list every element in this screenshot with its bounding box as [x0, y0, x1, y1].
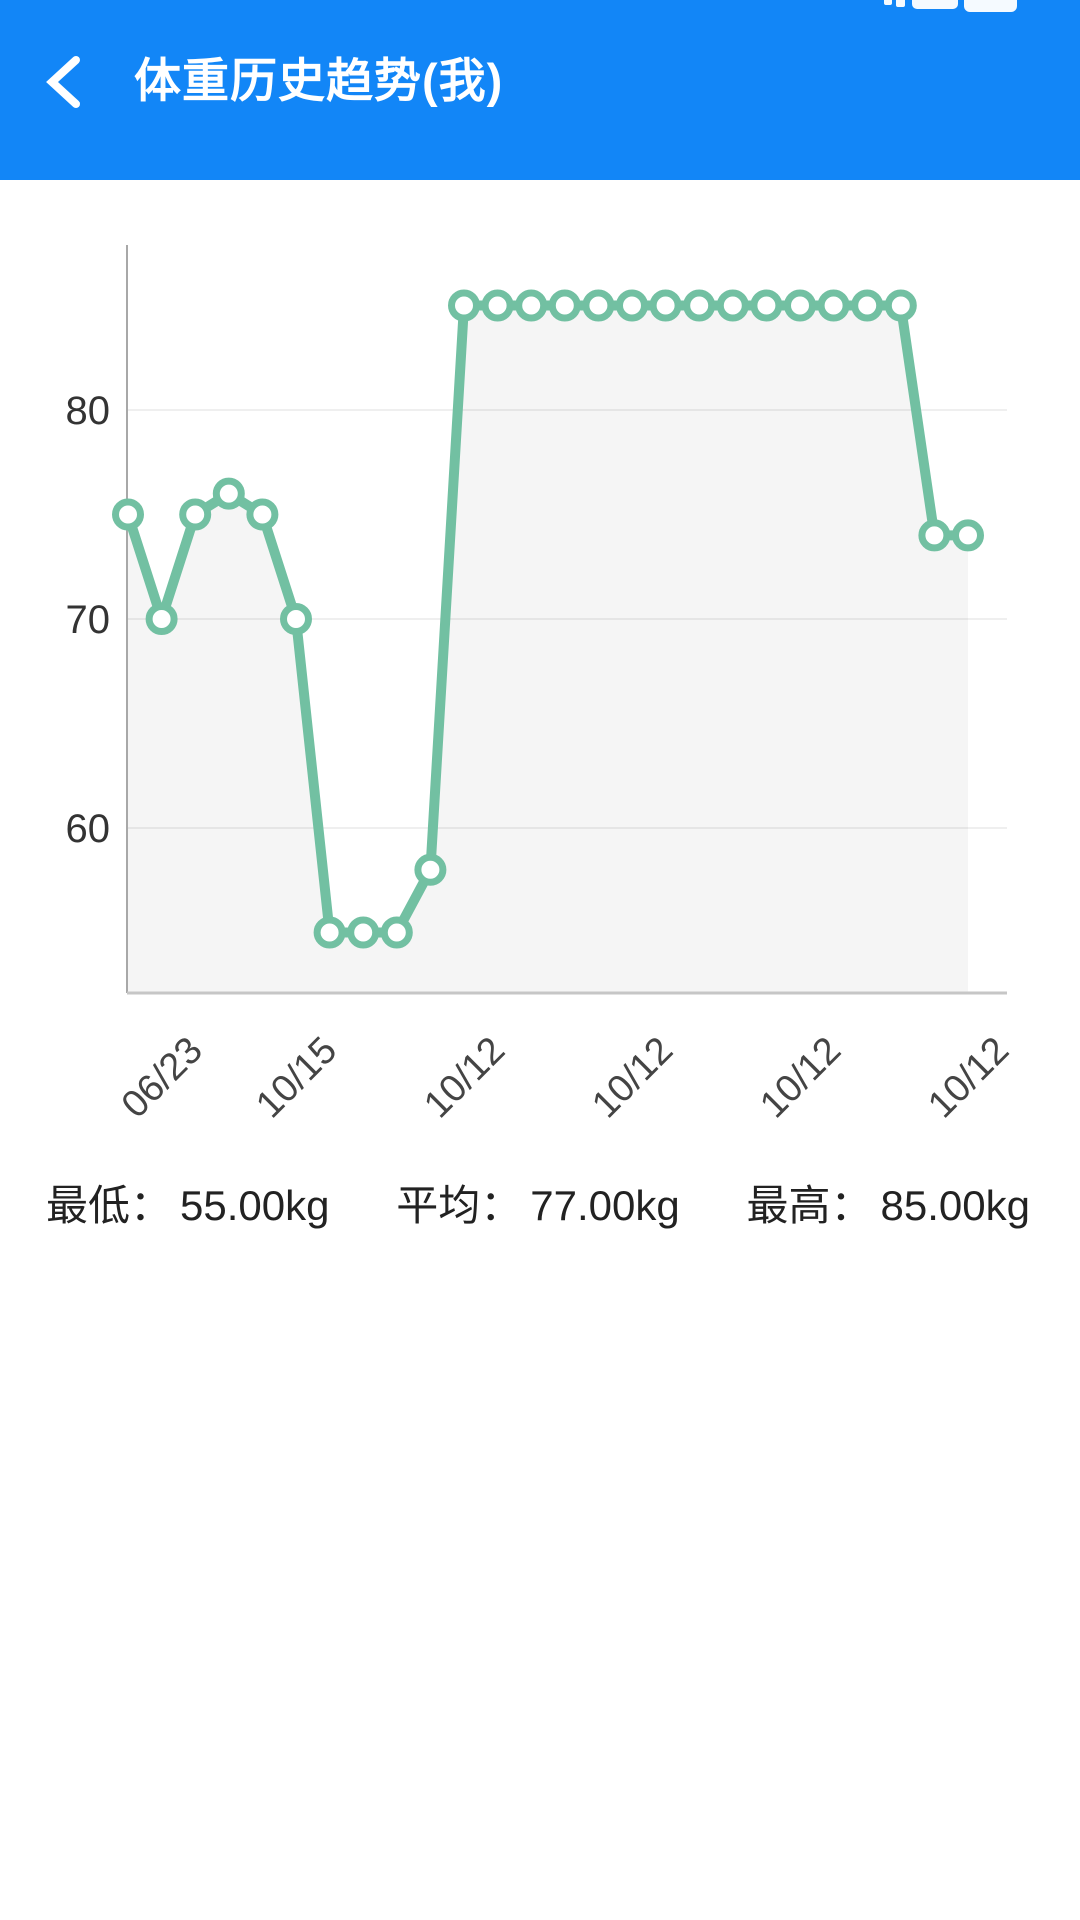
- x-axis-tick-label: 10/12: [416, 1029, 513, 1126]
- data-point[interactable]: [548, 289, 581, 322]
- data-point[interactable]: [448, 289, 480, 322]
- y-axis-tick-label: 70: [66, 598, 111, 642]
- signal-icon: [896, 0, 905, 7]
- chevron-left-icon: [46, 56, 80, 108]
- data-point[interactable]: [481, 289, 514, 322]
- data-point[interactable]: [817, 289, 850, 322]
- data-point[interactable]: [414, 853, 447, 886]
- y-axis-tick-label: 60: [66, 807, 111, 851]
- x-axis-tick-label: 10/12: [920, 1029, 1017, 1126]
- x-axis-tick-label: 10/12: [752, 1029, 849, 1126]
- data-point[interactable]: [280, 603, 312, 635]
- stat-min-label: 最低：: [46, 1182, 173, 1229]
- stat-max-value: 85.00kg: [880, 1182, 1030, 1229]
- app-header: 体重历史趋势(我): [0, 0, 1080, 180]
- signal-icon: [884, 0, 892, 5]
- stat-max-label: 最高：: [746, 1182, 873, 1229]
- series-area: [128, 305, 968, 992]
- data-point[interactable]: [750, 289, 783, 322]
- stat-max: 最高： 85.00kg: [747, 1178, 1030, 1234]
- data-point[interactable]: [851, 289, 884, 322]
- stats-row: 最低： 55.00kg 平均： 77.00kg 最高： 85.00kg: [0, 1178, 1080, 1234]
- data-point[interactable]: [212, 477, 245, 510]
- data-point[interactable]: [179, 498, 212, 531]
- page-title: 体重历史趋势(我): [134, 54, 504, 107]
- stat-avg-label: 平均：: [396, 1182, 523, 1229]
- data-point[interactable]: [918, 519, 951, 552]
- stat-min: 最低： 55.00kg: [46, 1178, 329, 1234]
- data-point[interactable]: [884, 289, 917, 322]
- data-point[interactable]: [582, 289, 615, 322]
- x-axis-tick-label: 06/23: [114, 1029, 211, 1126]
- data-point[interactable]: [784, 289, 816, 322]
- data-point[interactable]: [313, 916, 346, 949]
- weight-trend-chart[interactable]: 80 70 60 06/23 10/15 10/12 10/12 10/12 10/12: [0, 180, 1080, 1130]
- data-point[interactable]: [683, 289, 716, 322]
- battery-icon: [964, 0, 1017, 12]
- wifi-icon: [912, 0, 958, 9]
- back-button[interactable]: [36, 52, 100, 112]
- data-point[interactable]: [380, 916, 413, 949]
- stat-min-value: 55.00kg: [180, 1182, 330, 1229]
- data-point[interactable]: [112, 498, 144, 531]
- stat-avg-value: 77.00kg: [530, 1182, 680, 1229]
- x-axis-tick-label: 10/15: [248, 1029, 345, 1126]
- data-point[interactable]: [145, 603, 178, 635]
- data-point[interactable]: [952, 519, 984, 552]
- data-point[interactable]: [515, 289, 548, 322]
- data-point[interactable]: [716, 289, 749, 322]
- y-axis-tick-label: 80: [66, 389, 111, 433]
- x-axis-tick-label: 10/12: [584, 1029, 681, 1126]
- data-point[interactable]: [347, 916, 380, 949]
- data-point[interactable]: [246, 498, 279, 531]
- stat-avg: 平均： 77.00kg: [396, 1178, 679, 1234]
- data-point[interactable]: [616, 289, 648, 322]
- data-point[interactable]: [649, 289, 682, 322]
